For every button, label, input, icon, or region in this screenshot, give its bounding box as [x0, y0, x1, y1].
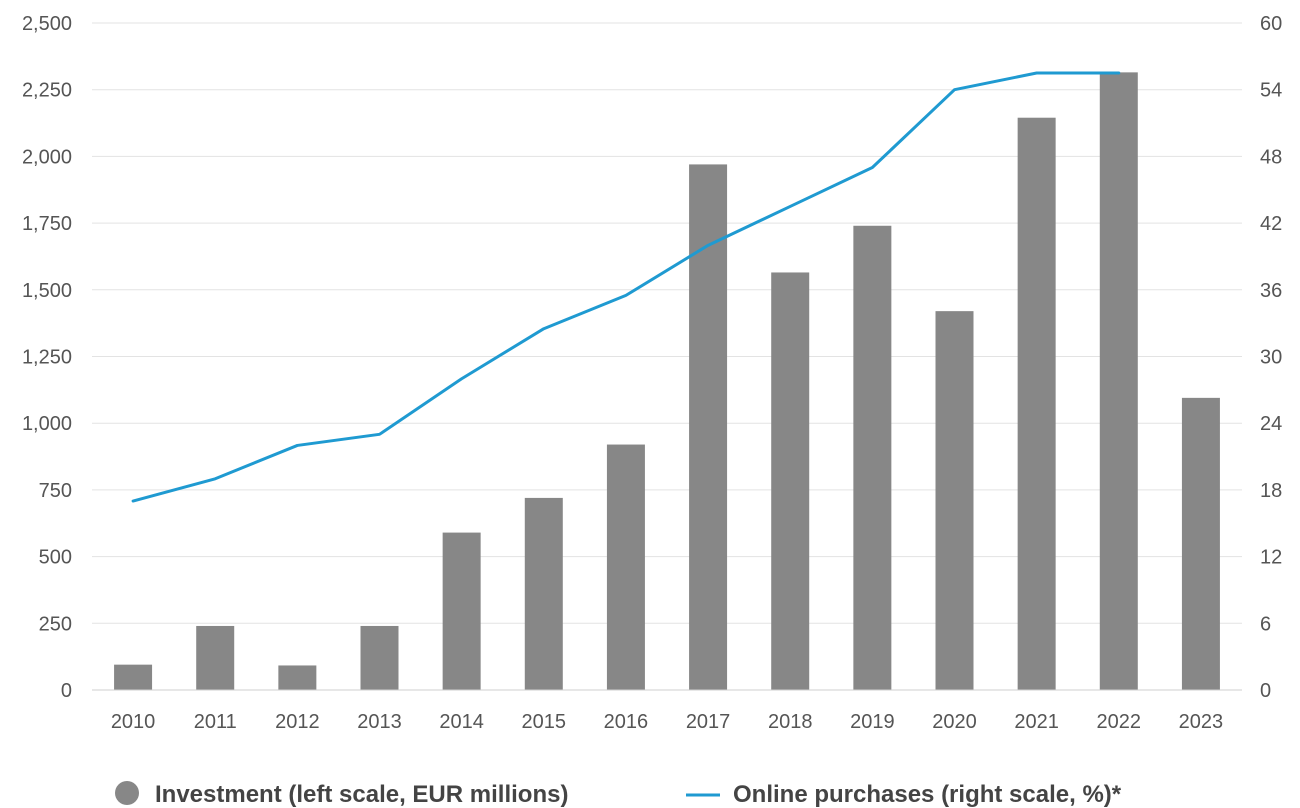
right-axis-ticks: 0 6 12 18 24 30 36 42 48 54 60 [1260, 13, 1282, 702]
legend-item-online-purchases: Online purchases (right scale, %)* [686, 781, 1122, 808]
legend-label-investment: Investment (left scale, EUR millions) [155, 781, 568, 808]
x-tick-label: 2012 [275, 711, 320, 733]
right-tick-label: 60 [1260, 13, 1282, 35]
left-tick-label: 1,000 [22, 413, 72, 435]
x-tick-label: 2010 [111, 711, 156, 733]
investment-bars [114, 72, 1220, 691]
x-tick-label: 2020 [932, 711, 977, 733]
left-tick-label: 0 [61, 680, 72, 702]
right-tick-label: 36 [1260, 280, 1282, 302]
bar-2012 [278, 665, 317, 690]
right-tick-label: 0 [1260, 680, 1271, 702]
right-tick-label: 54 [1260, 80, 1282, 102]
x-tick-label: 2023 [1179, 711, 1224, 733]
right-tick-label: 24 [1260, 413, 1282, 435]
bar-2023 [1181, 397, 1220, 690]
right-tick-label: 12 [1260, 547, 1282, 569]
left-tick-label: 500 [39, 547, 72, 569]
left-tick-label: 2,000 [22, 146, 72, 168]
left-tick-label: 750 [39, 480, 72, 502]
x-axis-ticks: 2010 2011 2012 2013 2014 2015 2016 2017 2018 2019… [111, 711, 1223, 733]
gridlines [92, 22, 1242, 624]
bar-2020 [935, 311, 974, 690]
x-tick-label: 2017 [686, 711, 731, 733]
bar-2014 [442, 532, 481, 690]
x-tick-label: 2014 [439, 711, 484, 733]
left-tick-label: 1,500 [22, 280, 72, 302]
legend-item-investment: Investment (left scale, EUR millions) [115, 781, 568, 808]
legend-label-online-purchases: Online purchases (right scale, %)* [733, 781, 1122, 808]
line-series-online-purchases [131, 71, 1121, 503]
bar-2022 [1099, 72, 1138, 690]
bar-2010 [114, 664, 153, 690]
left-tick-label: 1,250 [22, 347, 72, 369]
left-tick-label: 2,500 [22, 13, 72, 35]
bar-2018 [771, 272, 810, 690]
bar-2019 [853, 225, 892, 690]
right-tick-label: 48 [1260, 146, 1282, 168]
bar-2017 [689, 164, 728, 691]
left-tick-label: 250 [39, 613, 72, 635]
legend-marker-investment [115, 781, 139, 805]
bar-2015 [524, 497, 563, 690]
bar-2011 [196, 625, 235, 690]
legend: Investment (left scale, EUR millions) On… [115, 781, 1122, 808]
x-tick-label: 2019 [850, 711, 895, 733]
right-tick-label: 30 [1260, 347, 1282, 369]
left-axis-ticks: 0 250 500 750 1,000 1,250 1,500 1,750 2,000 2,250… [22, 13, 72, 702]
right-tick-label: 42 [1260, 213, 1282, 235]
x-tick-label: 2015 [522, 711, 567, 733]
left-tick-label: 2,250 [22, 80, 72, 102]
x-tick-label: 2022 [1097, 711, 1142, 733]
left-tick-label: 1,750 [22, 213, 72, 235]
x-tick-label: 2011 [194, 711, 237, 733]
x-tick-label: 2016 [604, 711, 649, 733]
right-tick-label: 6 [1260, 613, 1271, 635]
x-tick-label: 2021 [1014, 711, 1059, 733]
online-purchases-line [131, 71, 1121, 503]
x-tick-label: 2013 [357, 711, 402, 733]
bar-2021 [1017, 117, 1056, 691]
right-tick-label: 18 [1260, 480, 1282, 502]
bar-2013 [360, 625, 399, 690]
bar-2016 [606, 444, 645, 690]
x-tick-label: 2018 [768, 711, 813, 733]
